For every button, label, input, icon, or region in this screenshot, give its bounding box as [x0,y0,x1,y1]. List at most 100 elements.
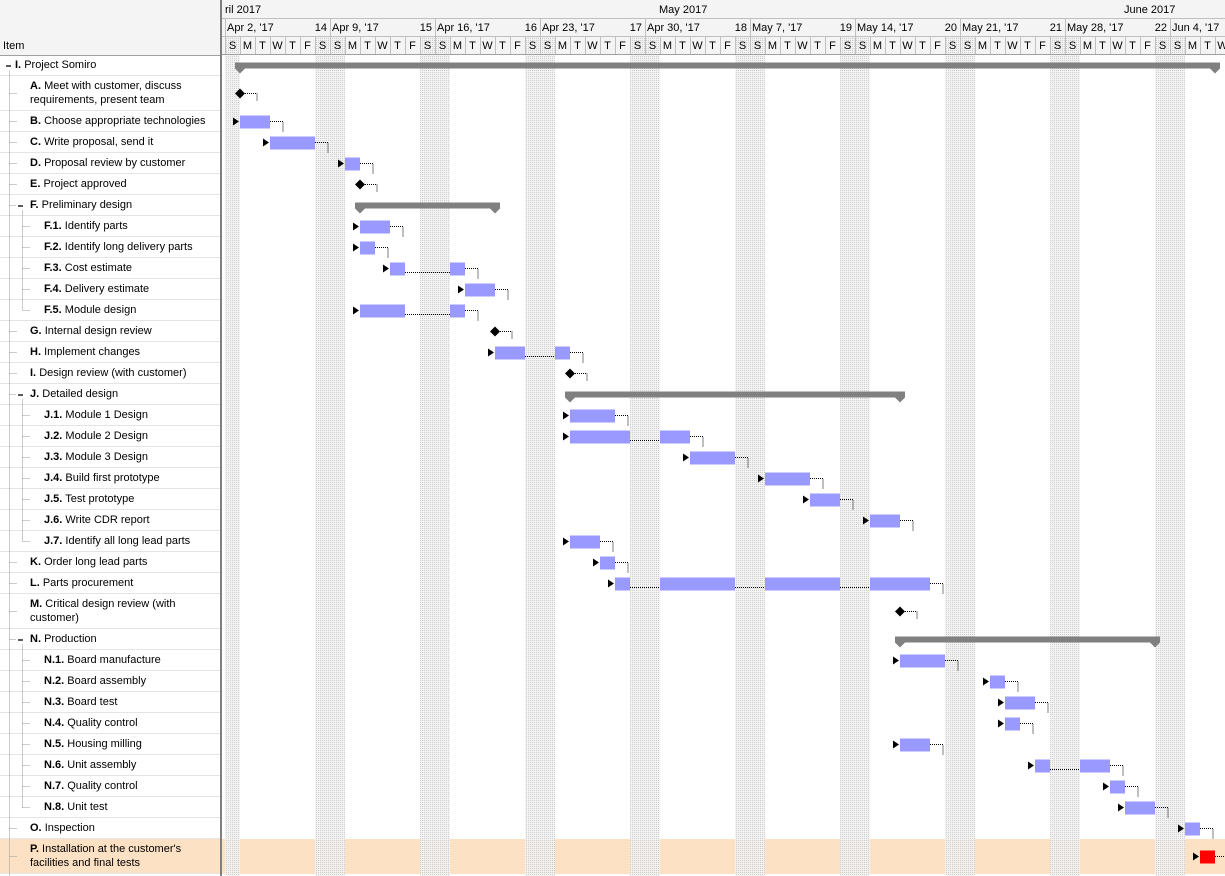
task-row[interactable]: J. Detailed design [0,384,220,405]
week-number: 14 [315,22,327,34]
summary-end [1150,642,1160,648]
task-name: Inspection [44,822,95,834]
task-row[interactable]: B. Choose appropriate technologies [0,111,220,132]
summary-end [355,208,365,214]
task-row[interactable]: D. Proposal review by customer [0,153,220,174]
dependency-tail [465,310,479,321]
dependency-tail [900,520,914,531]
task-row[interactable]: F.1. Identify parts [0,216,220,237]
task-id: F.3. [44,262,62,274]
task-bar [900,738,930,752]
task-bar [570,409,615,423]
task-row[interactable]: J.3. Module 3 Design [0,447,220,468]
task-row[interactable]: I. Project Somiro [0,55,220,76]
task-row[interactable]: N.2. Board assembly [0,671,220,692]
task-row[interactable]: N.3. Board test [0,692,220,713]
task-row[interactable]: N.1. Board manufacture [0,650,220,671]
task-row[interactable]: M. Critical design review (with customer… [0,594,220,629]
task-row[interactable]: I. Design review (with customer) [0,363,220,384]
task-row[interactable]: F.3. Cost estimate [0,258,220,279]
task-name: Module design [64,304,137,316]
day-letter: S [634,40,641,52]
task-row[interactable]: E. Project approved [0,174,220,195]
day-letter: F [829,40,836,52]
task-bar [1005,717,1020,731]
dependency-arrow [608,579,614,588]
task-row[interactable]: F.4. Delivery estimate [0,279,220,300]
day-letter: T [1099,40,1106,52]
task-row[interactable]: F.5. Module design [0,300,220,321]
task-name: Write CDR report [65,514,150,526]
task-row[interactable]: O. Inspection [0,818,220,839]
milestone [355,179,365,190]
day-letter: S [1054,40,1061,52]
task-row[interactable]: H. Implement changes [0,342,220,363]
task-row[interactable]: N.4. Quality control [0,713,220,734]
task-row[interactable]: N.8. Unit test [0,797,220,818]
task-row[interactable]: L. Parts procurement [0,573,220,594]
task-row[interactable]: J.2. Module 2 Design [0,426,220,447]
summary-end [565,397,575,403]
task-row[interactable]: G. Internal design review [0,321,220,342]
task-row[interactable]: N.5. Housing milling [0,734,220,755]
day-letter: T [679,40,686,52]
task-row[interactable]: N. Production [0,629,220,650]
dependency-tail [945,660,959,671]
task-bar [765,472,810,486]
task-row[interactable]: N.6. Unit assembly [0,755,220,776]
task-id: H. [30,346,41,358]
weekend-column [420,37,435,876]
day-letter: S [229,40,236,52]
dependency-tail [375,247,389,258]
week-number: 21 [1050,22,1062,34]
day-letter: F [304,40,311,52]
task-row[interactable]: P. Installation at the customer's facili… [0,839,220,874]
task-row[interactable]: J.4. Build first prototype [0,468,220,489]
weekend-column [630,37,645,876]
weekend-column [225,37,240,876]
dependency-arrow [563,537,569,546]
dependency-tail [1125,786,1139,797]
task-id: J. [30,388,40,400]
dependency-tail [1155,807,1169,818]
task-id: N.5. [44,738,65,750]
summary-end [895,397,905,403]
task-row[interactable]: K. Order long lead parts [0,552,220,573]
task-name: Production [44,633,97,645]
month-label: May 2017 [659,4,707,16]
task-id: F.5. [44,304,62,316]
item-column-header[interactable]: Item [3,40,25,52]
task-row[interactable]: N.7. Quality control [0,776,220,797]
task-row[interactable]: J.6. Write CDR report [0,510,220,531]
dependency-arrow [263,138,269,147]
milestone [235,88,245,99]
task-id: J.1. [44,409,63,421]
week-label: May 7, '17 [752,22,802,34]
summary-end [1210,68,1220,74]
week-label: Apr 9, '17 [332,22,379,34]
task-row[interactable]: J.5. Test prototype [0,489,220,510]
task-name: Identify parts [64,220,128,232]
task-row[interactable]: F.2. Identify long delivery parts [0,237,220,258]
task-name: Identify long delivery parts [64,241,193,253]
task-bar [660,430,690,444]
task-name: Meet with customer, discuss requirements… [30,80,182,106]
task-id: J.7. [44,535,63,547]
day-letter: F [934,40,941,52]
task-name: Design review (with customer) [39,367,187,379]
task-row[interactable]: J.7. Identify all long lead parts [0,531,220,552]
day-letter: W [1007,40,1018,52]
task-id: J.2. [44,430,63,442]
task-row[interactable]: A. Meet with customer, discuss requireme… [0,76,220,111]
day-letter: W [587,40,598,52]
dependency-arrow [998,698,1004,707]
task-row[interactable]: C. Write proposal, send it [0,132,220,153]
dependency-tail [390,226,404,237]
dependency-tail [1035,702,1049,713]
dependency-tail [1020,723,1034,734]
task-row[interactable]: J.1. Module 1 Design [0,405,220,426]
day-letter: M [243,40,252,52]
dependency-arrow [1193,852,1199,861]
task-row[interactable]: F. Preliminary design [0,195,220,216]
day-letter: S [949,40,956,52]
